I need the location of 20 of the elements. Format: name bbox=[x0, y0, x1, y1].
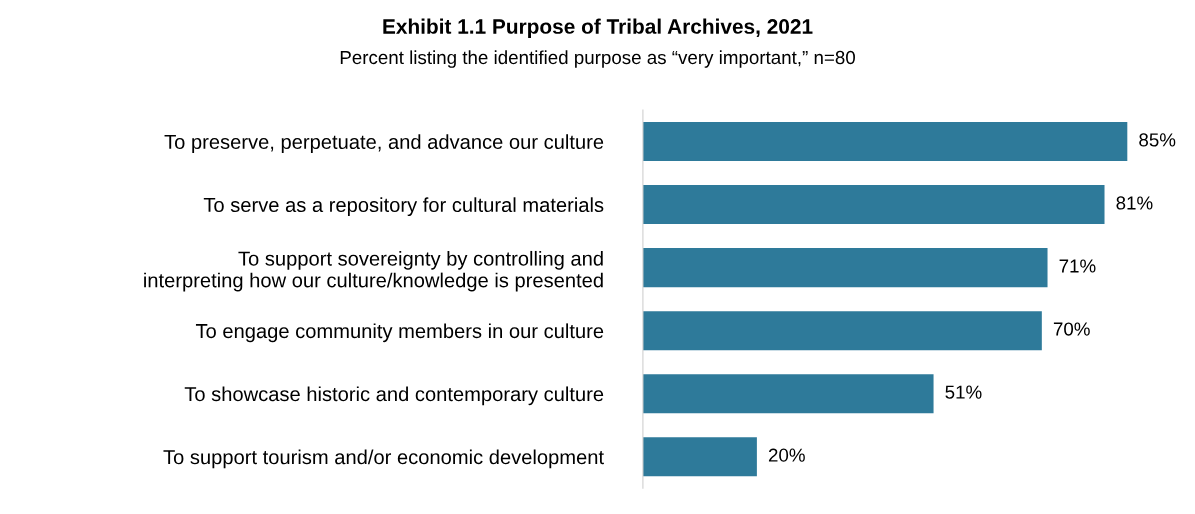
bar bbox=[642, 248, 1048, 288]
y-tick-label: To serve as a repository for cultural materials bbox=[203, 197, 604, 217]
bar bbox=[642, 121, 1128, 162]
y-tick-label: To preserve, perpetuate, and advance our culture bbox=[164, 134, 604, 153]
y-tick-label: To engage community members in our culture bbox=[195, 323, 604, 343]
data-label: 71% bbox=[1059, 259, 1096, 273]
data-label: 20% bbox=[768, 448, 805, 462]
data-label: 70% bbox=[1053, 322, 1090, 336]
data-label: 81% bbox=[1116, 196, 1153, 210]
data-label: 85% bbox=[1139, 133, 1176, 147]
data-label: 51% bbox=[945, 385, 982, 399]
bar bbox=[642, 311, 1042, 351]
bar bbox=[642, 374, 934, 414]
y-tick-label: To showcase historic and contemporary culture bbox=[184, 386, 604, 406]
bar bbox=[642, 437, 757, 477]
chart-title: Exhibit 1.1 Purpose of Tribal Archives, 2021 bbox=[383, 18, 813, 38]
y-tick-label: To support tourism and/or economic development bbox=[163, 449, 604, 469]
chart-subtitle: Percent listing the identified purpose as “very important,” n=80 bbox=[340, 50, 855, 68]
y-tick-label: To support sovereignty by controlling and interpreting how our culture/knowledge is presented bbox=[144, 250, 603, 292]
bar bbox=[642, 185, 1105, 225]
